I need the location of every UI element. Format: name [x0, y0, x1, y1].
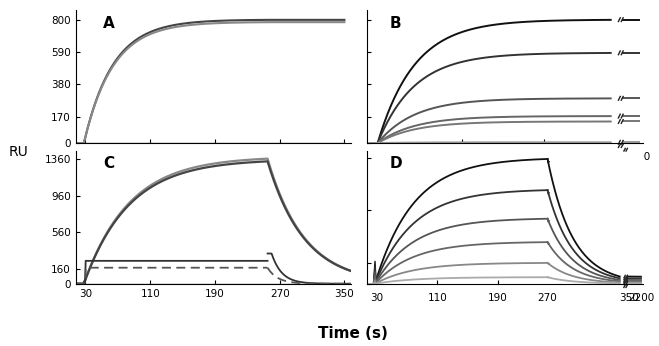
Text: 110: 110	[428, 293, 447, 303]
Text: D: D	[389, 156, 402, 171]
Text: B: B	[389, 16, 401, 31]
Text: 270: 270	[538, 293, 558, 303]
Text: 2200: 2200	[624, 152, 650, 162]
Text: A: A	[103, 16, 115, 31]
Text: 30: 30	[370, 293, 383, 303]
Text: C: C	[103, 156, 115, 171]
Text: 190: 190	[488, 293, 508, 303]
Text: 2200: 2200	[628, 293, 654, 303]
Text: 270: 270	[601, 152, 621, 162]
Text: 350: 350	[616, 152, 635, 162]
Text: Time (s): Time (s)	[318, 326, 387, 342]
Text: 350: 350	[619, 293, 639, 303]
Text: RU: RU	[9, 145, 28, 159]
